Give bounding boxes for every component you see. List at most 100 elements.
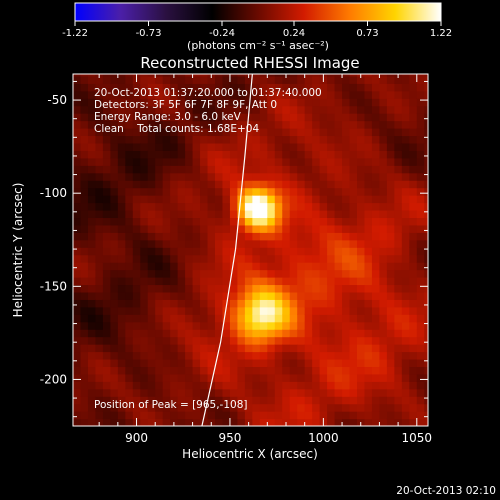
heatmap-cell [282, 299, 291, 308]
heatmap-cell [207, 105, 216, 114]
heatmap-cell [207, 98, 216, 107]
heatmap-cell [371, 135, 381, 144]
heatmap-cell [409, 388, 418, 397]
heatmap-cell [379, 247, 388, 256]
heatmap-cell [304, 217, 313, 226]
heatmap-cell [200, 187, 209, 196]
heatmap-cell [349, 75, 358, 84]
heatmap-cell [87, 75, 97, 84]
heatmap-cell [244, 209, 253, 219]
heatmap-cell [229, 291, 239, 300]
heatmap-cell [95, 277, 104, 286]
heatmap-cell [73, 396, 82, 405]
heatmap-cell [334, 142, 343, 151]
heatmap-cell [215, 306, 224, 315]
heatmap-cell [125, 329, 134, 338]
heatmap-cell [215, 209, 224, 219]
heatmap-cell [357, 388, 366, 397]
heatmap-cell [289, 90, 298, 99]
heatmap-cell [147, 98, 156, 107]
heatmap-cell [215, 381, 224, 390]
heatmap-cell [73, 187, 82, 196]
heatmap-cell [177, 396, 186, 405]
heatmap-cell [73, 128, 82, 137]
heatmap-cell [252, 239, 261, 248]
heatmap-cell [222, 187, 231, 196]
heatmap-cell [177, 373, 186, 382]
heatmap-cell [215, 239, 224, 248]
heatmap-cell [125, 128, 134, 137]
heatmap-cell [371, 157, 381, 166]
heatmap-cell [349, 180, 358, 189]
heatmap-cell [327, 366, 336, 375]
heatmap-cell [147, 284, 156, 293]
heatmap-cell [274, 321, 283, 330]
heatmap-cell [162, 388, 171, 397]
heatmap-cell [327, 195, 336, 204]
peak-position-label: Position of Peak = [965,-108] [94, 399, 248, 411]
heatmap-cell [215, 299, 224, 308]
heatmap-cell [334, 232, 343, 241]
heatmap-cell [327, 217, 336, 226]
heatmap-cell [297, 128, 306, 137]
heatmap-cell [297, 269, 306, 278]
heatmap-cell [289, 373, 298, 382]
heatmap-cell [274, 224, 283, 233]
heatmap-cell [207, 396, 216, 405]
heatmap-cell [259, 157, 268, 166]
heatmap-cell [424, 247, 428, 256]
heatmap-cell [252, 284, 261, 293]
heatmap-cell [110, 180, 119, 189]
heatmap-cell [416, 299, 425, 308]
heatmap-cell [252, 269, 261, 278]
heatmap-cell [424, 217, 428, 226]
heatmap-cell [274, 209, 283, 219]
heatmap-cell [222, 291, 231, 300]
heatmap-cell [357, 172, 366, 181]
heatmap-cell [349, 388, 358, 397]
heatmap-cell [244, 120, 253, 129]
heatmap-cell [364, 120, 373, 129]
heatmap-cell [215, 75, 224, 84]
heatmap-cell [132, 321, 141, 330]
heatmap-cell [379, 366, 388, 375]
heatmap-cell [394, 388, 403, 397]
heatmap-cell [319, 247, 328, 256]
heatmap-cell [200, 381, 209, 390]
heatmap-cell [394, 396, 403, 405]
heatmap-cell [379, 142, 388, 151]
heatmap-cell [319, 366, 328, 375]
heatmap-cell [312, 142, 321, 151]
heatmap-cell [237, 351, 246, 360]
heatmap-cell [327, 165, 336, 174]
heatmap-cell [140, 269, 149, 278]
heatmap-cell [289, 165, 298, 174]
heatmap-cell [170, 187, 179, 196]
colorbar-tick-label: 0.73 [356, 28, 378, 39]
heatmap-cell [342, 418, 351, 426]
heatmap-cell [319, 195, 328, 204]
heatmap-cell [80, 113, 89, 122]
heatmap-cell [319, 202, 328, 211]
heatmap-cell [87, 195, 97, 204]
heatmap-cell [259, 187, 268, 196]
heatmap-cell [110, 90, 119, 99]
heatmap-cell [125, 351, 134, 360]
heatmap-cell [349, 165, 358, 174]
heatmap-cell [95, 157, 104, 166]
heatmap-cell [289, 113, 298, 122]
heatmap-cell [416, 403, 425, 412]
heatmap-cell [327, 75, 336, 84]
heatmap-cell [342, 358, 351, 368]
heatmap-cell [140, 351, 149, 360]
heatmap-cell [342, 269, 351, 278]
heatmap-cell [147, 157, 156, 166]
heatmap-cell [416, 128, 425, 137]
heatmap-cell [170, 403, 179, 412]
heatmap-cell [207, 128, 216, 137]
heatmap-cell [349, 373, 358, 382]
heatmap-cell [140, 321, 149, 330]
heatmap-cell [259, 75, 268, 84]
heatmap-cell [342, 74, 351, 77]
heatmap-cell [80, 150, 89, 159]
